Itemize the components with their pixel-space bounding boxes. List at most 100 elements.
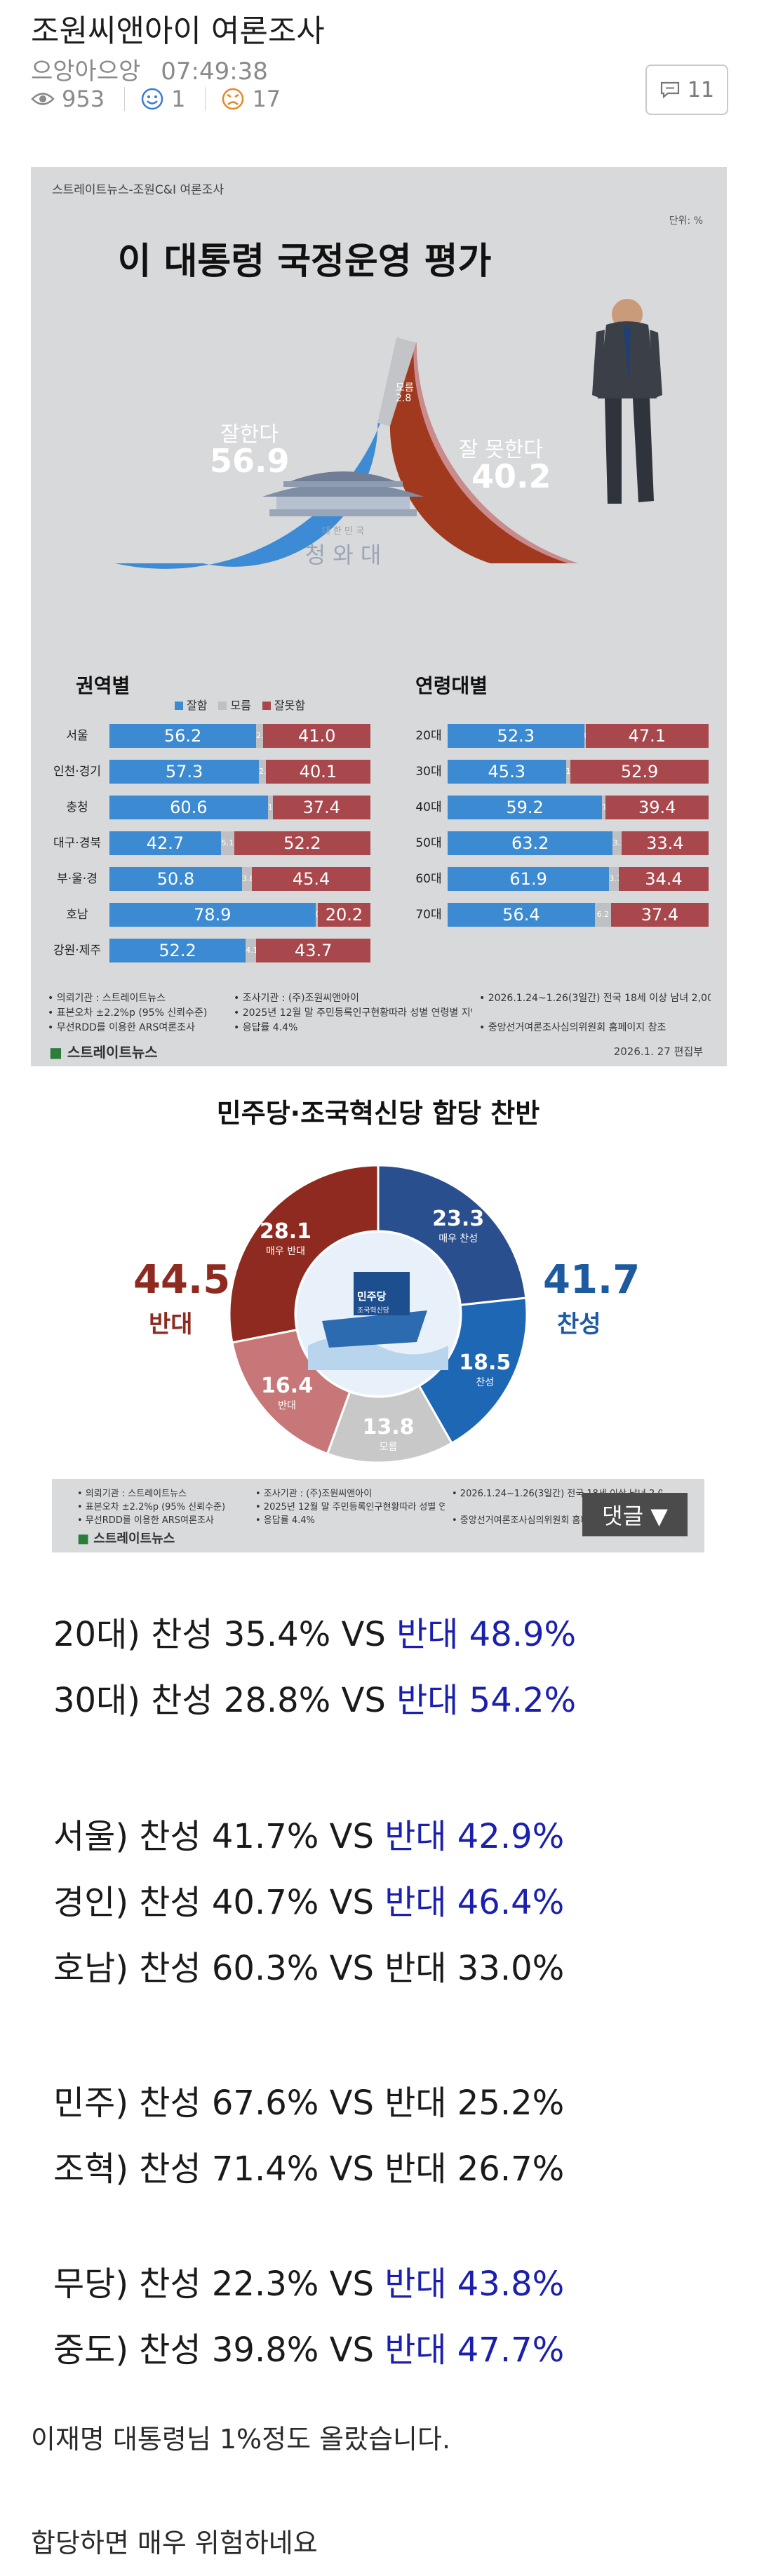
age-row-label: 30대 xyxy=(415,765,442,779)
region-row: 호남 78.90.920.2 xyxy=(45,903,370,927)
bar-dk-segment: 0.9 xyxy=(315,903,318,927)
region-row: 부·울·경 50.8 3.8 45.4 xyxy=(45,867,370,891)
stat-line-oppose: 반대 54.2% xyxy=(396,1681,577,1720)
president-figure xyxy=(592,299,662,504)
merger-slice-text: 반대 xyxy=(278,1400,296,1412)
dislike-stat[interactable]: 17 xyxy=(221,86,281,112)
merger-slice xyxy=(377,1164,528,1306)
stat-line-support: 조혁) 찬성 71.4% VS xyxy=(53,2149,385,2189)
stat-line-support: 호남) 찬성 60.3% VS xyxy=(53,1949,385,1988)
body-note-1: 이재명 대통령님 1%정도 올랐습니다. xyxy=(31,2424,451,2455)
post-title: 조원씨앤아이 여론조사 xyxy=(31,13,325,49)
merger-poll-graphic: 민주당·조국혁신당 합당 찬반 민주당 조국혁신당 44.5 반대 41.7 찬성… xyxy=(52,1086,704,1552)
bar-dk-segment: 0.6 xyxy=(584,724,586,748)
bar-dk-segment: 1.9 xyxy=(267,796,273,819)
post-header: 조원씨앤아이 여론조사 으앙아으앙 07:49:38 953 1 17 11 xyxy=(0,0,757,140)
age-row-label: 40대 xyxy=(415,800,442,814)
bar-good-segment: 59.2 xyxy=(448,796,603,819)
footer-line: • 무선RDD를 이용한 ARS여론조사 xyxy=(48,1022,195,1033)
emblem-small-text: 대 한 민 국 xyxy=(321,526,365,537)
bar-good-segment: 57.3 xyxy=(109,760,260,784)
bar-dk-segment: 4.1 xyxy=(246,939,257,962)
region-stacked-bar: 56.22.841.0 xyxy=(109,724,370,748)
stat-line-oppose: 반대 42.9% xyxy=(384,1817,565,1856)
age-row-label: 70대 xyxy=(415,908,442,922)
dk-value: 2.8 xyxy=(396,393,412,404)
bad-label: 잘 못한다 xyxy=(459,438,543,462)
region-section-title: 권역별 xyxy=(76,674,130,697)
dislike-count: 17 xyxy=(252,86,281,112)
speech-bubble-icon xyxy=(660,81,680,99)
oppose-total: 44.5 xyxy=(133,1257,231,1303)
brand-logo: ■ 스트레이트뉴스 xyxy=(77,1531,175,1546)
merger-slice-label: 16.4 반대 xyxy=(252,1374,322,1412)
post-time: 07:49:38 xyxy=(161,58,268,86)
comment-count-button[interactable]: 11 xyxy=(645,65,728,115)
merger-slice xyxy=(228,1164,380,1344)
footer-line: • 2026.1.24~1.26(3일간) 전국 18세 이상 남녀 2,002… xyxy=(479,993,711,1004)
bar-dk-segment: 2.8 xyxy=(256,724,264,748)
region-bar-chart: 서울 56.22.841.0 인천·경기 57.32.640.1 충청 60.61.937… xyxy=(45,724,375,977)
stat-line: 경인) 찬성 40.7% VS 반대 46.4% xyxy=(53,1874,564,1924)
author-name[interactable]: 으앙아으앙 xyxy=(31,58,141,86)
age-stacked-bar: 56.4 6.2 37.4 xyxy=(448,903,709,927)
reply-toggle-button[interactable]: 댓글 ▼ xyxy=(582,1493,688,1536)
emblem-big-text: 청 와 대 xyxy=(304,542,382,568)
bar-dk-segment: 3.8 xyxy=(241,867,253,891)
smile-icon xyxy=(141,88,163,110)
support-total: 41.7 xyxy=(543,1257,641,1303)
bar-bad-segment: 52.9 xyxy=(570,760,709,784)
like-stat[interactable]: 1 xyxy=(140,86,185,112)
footer-col-2: • 조사기관 : (주)조원씨앤아이 • 2025년 12월 말 주민등록인구현… xyxy=(234,991,472,1035)
ship-label-2: 조국혁신당 xyxy=(357,1306,389,1315)
stat-line: 30대) 찬성 28.8% VS 반대 54.2% xyxy=(53,1672,576,1722)
merger-slice-label: 23.3 매우 찬성 xyxy=(423,1207,493,1245)
merger-slice-value: 16.4 xyxy=(261,1374,314,1399)
age-stacked-bar: 52.30.647.1 xyxy=(448,724,709,748)
footer-line: • 응답률 4.4% xyxy=(234,1022,298,1033)
age-stacked-bar: 63.23.333.4 xyxy=(448,831,709,855)
bar-bad-segment: 45.4 xyxy=(252,867,370,891)
author-line: 으앙아으앙 07:49:38 xyxy=(31,52,281,86)
age-stacked-bar: 45.31.852.9 xyxy=(448,760,709,784)
age-row: 70대 56.4 6.2 37.4 xyxy=(410,903,709,927)
region-row-label: 대구·경북 xyxy=(53,836,101,850)
bar-bad-segment: 37.4 xyxy=(272,796,370,819)
divider xyxy=(124,87,126,111)
merger-poll-title: 민주당·조국혁신당 합당 찬반 xyxy=(216,1098,540,1129)
merger-slice-label: 13.8 모름 xyxy=(353,1415,423,1454)
stat-line: 조혁) 찬성 71.4% VS 반대 26.7% xyxy=(53,2141,564,2190)
good-label: 잘한다 xyxy=(220,422,279,447)
region-row: 서울 56.22.841.0 xyxy=(45,724,370,748)
stat-line-support: 경인) 찬성 40.7% VS xyxy=(53,1883,385,1922)
merger-slice-text: 매우 찬성 xyxy=(438,1233,478,1245)
stat-line: 무당) 찬성 22.3% VS 반대 43.8% xyxy=(53,2256,564,2305)
stat-line-support: 30대) 찬성 28.8% VS xyxy=(53,1681,397,1720)
divider xyxy=(205,87,206,111)
bar-good-segment: 52.2 xyxy=(109,939,246,962)
age-bar-chart: 20대 52.30.647.1 30대 45.31.852.9 40대 59.21.439… xyxy=(410,724,718,977)
footer-line: • 의뢰기관 : 스트레이트뉴스 xyxy=(77,1489,187,1499)
stat-line-oppose: 반대 47.7% xyxy=(384,2330,565,2370)
angry-face-icon xyxy=(222,88,244,110)
body-note-2: 합당하면 매우 위험하네요 xyxy=(31,2528,318,2558)
stat-line-support: 서울) 찬성 41.7% VS xyxy=(53,1817,385,1856)
bar-bad-segment: 37.4 xyxy=(610,903,709,927)
footer-line: • 중앙선거여론조사심의위원회 홈페이지 참조 xyxy=(452,1515,626,1526)
stat-line-support: 20대) 찬성 35.4% VS xyxy=(53,1615,397,1654)
footer-line: • 의뢰기관 : 스트레이트뉴스 xyxy=(48,993,166,1004)
approval-bad-arc xyxy=(389,342,578,563)
approval-poll-graphic: 스트레이트뉴스-조원C&I 여론조사 단위: % 이 대통령 국정운영 평가 잘… xyxy=(31,167,727,1066)
approval-dk-arc xyxy=(377,337,417,427)
age-row: 30대 45.31.852.9 xyxy=(410,760,709,784)
bar-legend: 잘함 모름 잘못함 xyxy=(175,696,305,713)
bar-good-segment: 63.2 xyxy=(448,831,613,855)
merger-slice-text: 매우 반대 xyxy=(265,1246,305,1258)
stat-line-oppose: 반대 26.7% xyxy=(384,2149,565,2189)
support-total-label: 찬성 xyxy=(557,1310,601,1339)
region-row-label: 부·울·경 xyxy=(57,872,98,886)
bar-good-segment: 78.9 xyxy=(109,903,316,927)
region-stacked-bar: 60.61.937.4 xyxy=(109,796,370,819)
bar-good-segment: 52.3 xyxy=(448,724,584,748)
